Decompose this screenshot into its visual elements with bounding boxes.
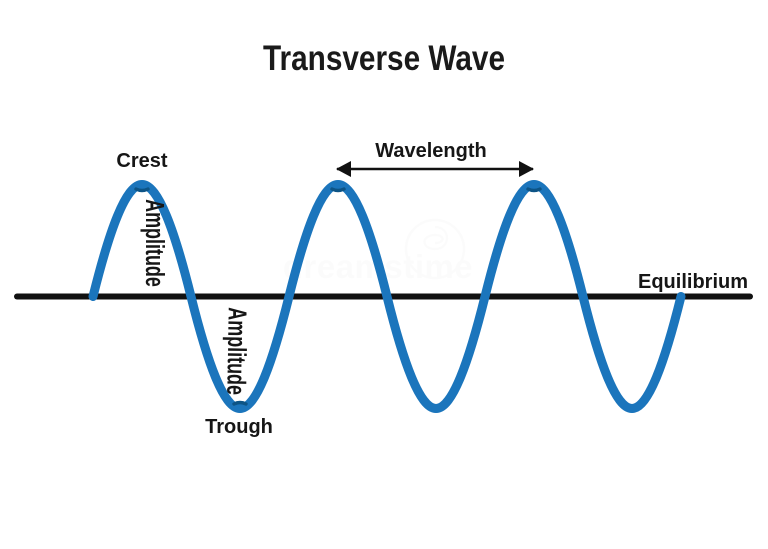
svg-text:Crest: Crest (116, 150, 167, 172)
svg-text:Amplitude: Amplitude (221, 307, 252, 395)
svg-text:Wavelength: Wavelength (375, 140, 487, 162)
svg-text:Amplitude: Amplitude (140, 199, 169, 287)
svg-text:Equilibrium: Equilibrium (638, 271, 748, 293)
svg-text:Trough: Trough (205, 416, 273, 438)
